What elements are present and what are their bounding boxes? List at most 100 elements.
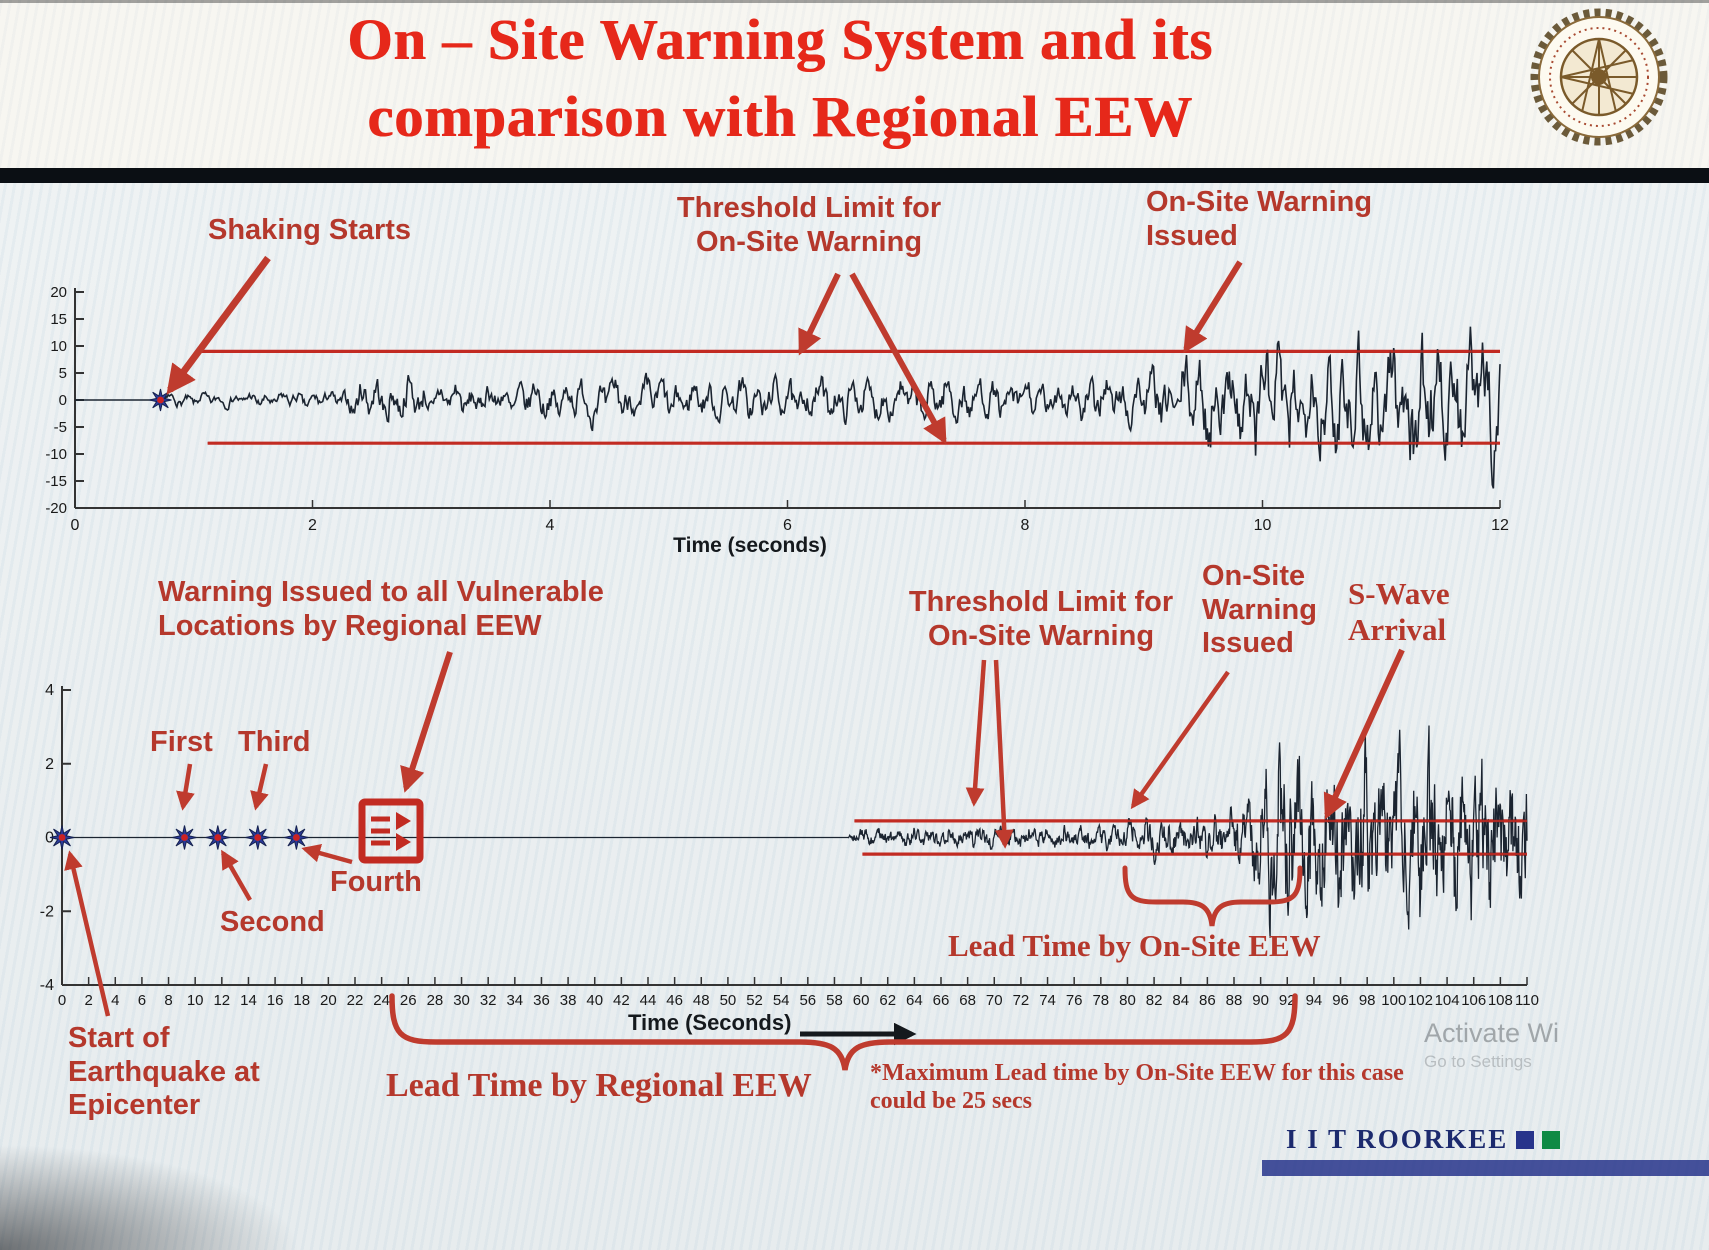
x-tick-label: 4 [546,517,555,534]
x-tick-label: 64 [906,992,923,1009]
y-tick-label: -4 [40,977,54,994]
y-tick-label: -5 [54,419,67,436]
x-tick-label: 18 [293,992,310,1009]
x-tick-label: 36 [533,992,550,1009]
top-chart-x-axis-label: Time (seconds) [673,534,827,557]
p-wave-detection-marker [245,825,270,850]
arrow-onsite-issued-bottom [1130,670,1230,810]
y-tick-label: -15 [45,473,67,490]
x-tick-label: 108 [1488,992,1513,1009]
iit-roorkee-wordmark: I I T ROORKEE [1286,1124,1561,1155]
y-tick-label: 10 [50,338,67,355]
x-tick-label: 52 [746,992,763,1009]
label-first: First [150,726,213,758]
warning-icon-arrows [396,812,411,851]
x-tick-label: 46 [666,992,683,1009]
x-tick-label: 84 [1172,992,1189,1009]
footer-blue-bar [1262,1160,1709,1176]
x-tick-label: 14 [240,992,257,1009]
x-tick-label: 34 [506,992,523,1009]
x-tick-label: 98 [1359,992,1376,1009]
x-tick-label: 92 [1279,992,1296,1009]
page-title: On – Site Warning System and its compari… [0,2,1560,155]
arrow-start-epicenter [64,850,111,1017]
seismic-waveform [75,326,1501,489]
x-tick-label: 12 [213,992,230,1009]
x-tick-label: 28 [427,992,444,1009]
x-tick-label: 104 [1435,992,1460,1009]
logo-text-ring [1549,27,1649,127]
x-tick-label: 82 [1146,992,1163,1009]
x-tick-label: 8 [1021,517,1030,534]
label-threshold-limit-top: Threshold Limit for On-Site Warning [676,192,942,258]
x-tick-label: 66 [933,992,950,1009]
logo-svg [1530,8,1668,146]
x-tick-label: 0 [71,517,80,534]
x-tick-label: 94 [1306,992,1323,1009]
brand-square-blue-icon [1516,1131,1535,1149]
arrow-shaking-starts [166,255,271,395]
label-fourth: Fourth [330,866,422,898]
brace-lead-time-regional [389,993,1298,1071]
x-tick-label: 62 [879,992,896,1009]
logo-gear-ring [1530,8,1668,146]
y-tick-label: 5 [59,365,67,382]
label-onsite-warning-issued-top: On-Site Warning Issued [1146,186,1373,252]
arrow-second [221,849,252,902]
x-tick-label: 42 [613,992,630,1009]
label-regional-warning: Warning Issued to all Vulnerable Locatio… [158,576,604,642]
warning-icon-frame [358,798,424,864]
x-tick-label: 2 [84,992,92,1009]
slide-title-line1: On – Site Warning System and its [347,7,1213,72]
brace-lead-time-onsite [1122,865,1303,927]
x-tick-label: 20 [320,992,337,1009]
x-tick-label: 26 [400,992,417,1009]
activate-windows-watermark: Activate Wi [1424,1018,1560,1048]
label-s-wave-arrival: S-Wave Arrival [1348,576,1450,647]
logo-hub [1591,69,1607,85]
p-wave-marker-center [157,396,164,404]
label-max-lead-note: *Maximum Lead time by On-Site EEW for th… [870,1060,1404,1114]
slide-title-line2: comparison with Regional EEW [367,83,1193,149]
x-tick-label: 24 [373,992,390,1009]
arrow-s-wave-arrival [1323,648,1405,820]
arrow-first [176,763,195,811]
x-tick-label: 6 [138,992,146,1009]
arrow-fourth [301,843,353,865]
activate-windows-watermark-line2: Go to Settings [1424,1052,1532,1071]
x-tick-label: 40 [586,992,603,1009]
x-tick-label: 8 [164,992,172,1009]
x-tick-label: 32 [480,992,497,1009]
x-tick-label: 100 [1381,992,1406,1009]
label-shaking-starts: Shaking Starts [208,214,412,246]
arrow-regional-warning [400,651,453,793]
p-wave-detection-marker [149,388,172,412]
bottom-chart-x-axis-label: Time (Seconds) [628,1010,792,1035]
x-tick-label: 16 [267,992,284,1009]
x-tick-label: 56 [799,992,816,1009]
arrow-onsite-issued-top [1183,260,1243,354]
p-wave-detection-marker [49,825,75,850]
x-tick-label: 2 [308,517,317,534]
label-lead-time-onsite: Lead Time by On-Site EEW [948,928,1321,963]
y-tick-label: 0 [59,392,67,409]
label-lead-time-regional: Lead Time by Regional EEW [386,1067,812,1104]
x-tick-label: 12 [1491,517,1509,534]
arrow-threshold-top-left [798,272,841,356]
x-tick-label: 22 [347,992,364,1009]
x-tick-label: 48 [693,992,710,1009]
x-tick-label: 44 [640,992,657,1009]
x-tick-label: 70 [986,992,1003,1009]
p-wave-marker-center [58,834,66,841]
p-wave-detection-marker [284,825,309,850]
arrow-threshold-top-right [849,272,947,445]
arrow-threshold-bottom-upper [965,659,987,807]
x-tick-label: 74 [1039,992,1056,1009]
x-tick-label: 96 [1332,992,1349,1009]
x-tick-label: 30 [453,992,470,1009]
label-third: Third [238,726,311,758]
x-tick-label: 60 [853,992,870,1009]
x-tick-label: 10 [1254,517,1272,534]
brand-square-green-icon [1542,1131,1561,1149]
